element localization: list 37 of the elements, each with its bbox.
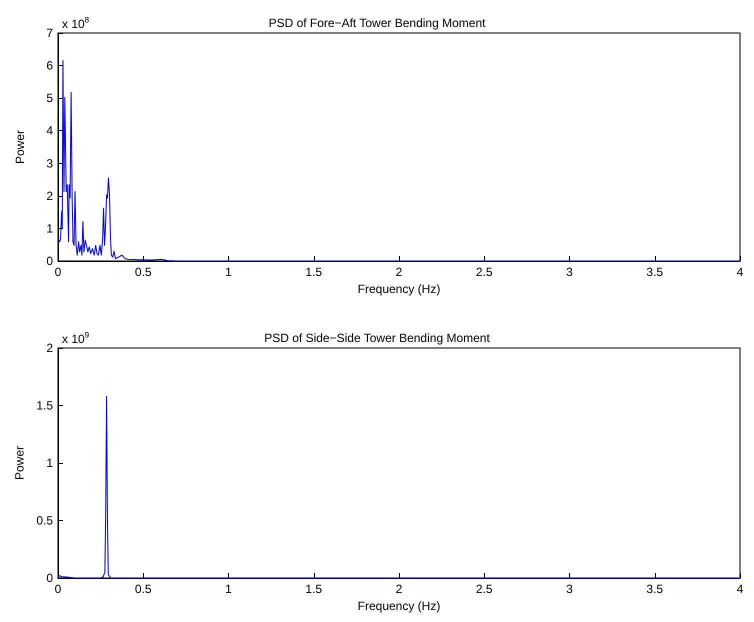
y-axis-title: Power [12, 446, 26, 480]
x-tick-label: 1.5 [305, 265, 322, 279]
x-tick-label: 0 [54, 265, 62, 279]
x-tick-label: 3.5 [646, 265, 664, 279]
y-tick-label: 1 [46, 221, 54, 236]
y-tick-label: 3 [46, 156, 54, 170]
x-tick-label: 1 [225, 582, 232, 596]
x-axis-title: Frequency (Hz) [358, 282, 440, 296]
y-tick-label: 1 [46, 456, 54, 470]
y-tick-label: 2 [46, 341, 54, 355]
x-tick-label: 3.5 [646, 582, 664, 596]
y-tick-label: 0 [46, 571, 54, 585]
y-tick-label: 1.5 [36, 398, 54, 412]
y-tick-label: 6 [46, 58, 54, 73]
x-tick-label: 1.5 [305, 582, 322, 596]
chart-title: PSD of Fore−Aft Tower Bending Moment [268, 16, 486, 30]
y-tick-label: 2 [46, 188, 54, 203]
y-axis-title: Power [13, 130, 27, 164]
y-tick-label: 0 [46, 254, 54, 268]
x-tick-label: 2.5 [476, 265, 493, 279]
x-tick-label: 2 [396, 582, 403, 596]
y-tick-label: 4 [46, 124, 54, 138]
x-tick-label: 4 [736, 265, 744, 279]
x-tick-label: 2 [396, 265, 403, 279]
x-tick-label: 4 [736, 582, 744, 596]
x-tick-label: 0.5 [134, 582, 152, 596]
x-tick-label: 0 [54, 582, 62, 596]
y-tick-label: 5 [46, 91, 54, 106]
x-tick-label: 3 [566, 265, 574, 279]
x-tick-label: 1 [225, 265, 232, 279]
x-tick-label: 3 [566, 582, 574, 596]
chart-title: PSD of Side−Side Tower Bending Moment [264, 331, 490, 345]
y-tick-label: 0.5 [36, 514, 54, 528]
x-tick-label: 0.5 [134, 265, 152, 279]
x-axis-title: Frequency (Hz) [358, 599, 440, 613]
x-tick-label: 2.5 [476, 582, 493, 596]
y-tick-label: 7 [46, 26, 54, 40]
